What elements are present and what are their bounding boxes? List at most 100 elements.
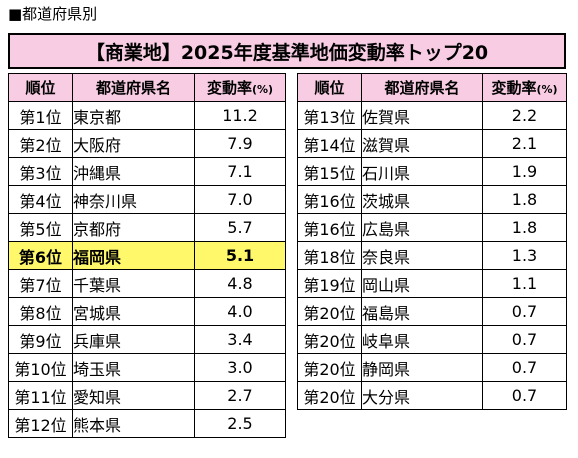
change-cell: 1.9	[482, 157, 567, 186]
rank-cell: 第11位	[8, 381, 73, 410]
table-row: 第19位 岡山県 1.1	[297, 269, 567, 298]
change-cell: 0.7	[482, 381, 567, 410]
header-change: 変動率(%)	[194, 73, 286, 102]
change-cell: 7.0	[194, 185, 286, 214]
rank-cell: 第20位	[297, 325, 362, 354]
change-cell: 1.1	[482, 269, 567, 298]
prefecture-cell: 埼玉県	[72, 353, 195, 382]
table-row: 第4位 神奈川県 7.0	[8, 185, 286, 214]
rank-cell: 第13位	[297, 101, 362, 130]
change-cell: 11.2	[194, 101, 286, 130]
prefecture-cell: 千葉県	[72, 269, 195, 298]
table-row: 第18位 奈良県 1.3	[297, 241, 567, 270]
change-cell: 1.3	[482, 241, 567, 270]
rank-cell: 第9位	[8, 325, 73, 354]
rank-cell: 第16位	[297, 213, 362, 242]
rank-cell: 第12位	[8, 409, 73, 438]
prefecture-cell: 滋賀県	[361, 129, 483, 158]
change-cell: 7.9	[194, 129, 286, 158]
header-rank: 順位	[297, 73, 362, 102]
table-row: 第20位 大分県 0.7	[297, 381, 567, 410]
rank-cell: 第14位	[297, 129, 362, 158]
prefecture-cell: 福島県	[361, 297, 483, 326]
change-cell: 5.7	[194, 213, 286, 242]
table-row: 第7位 千葉県 4.8	[8, 269, 286, 298]
prefecture-cell: 広島県	[361, 213, 483, 242]
header-change-label: 変動率	[491, 79, 537, 97]
rank-cell: 第18位	[297, 241, 362, 270]
table-row: 第13位 佐賀県 2.2	[297, 101, 567, 130]
prefecture-cell: 岡山県	[361, 269, 483, 298]
rank-cell: 第1位	[8, 101, 73, 130]
table-row: 第2位 大阪府 7.9	[8, 129, 286, 158]
rank-cell: 第20位	[297, 297, 362, 326]
table-row: 第11位 愛知県 2.7	[8, 381, 286, 410]
table-row: 第12位 熊本県 2.5	[8, 409, 286, 438]
table-row: 第6位 福岡県 5.1	[8, 241, 286, 270]
rank-cell: 第15位	[297, 157, 362, 186]
header-change-unit: (%)	[251, 83, 274, 96]
prefecture-cell: 大阪府	[72, 129, 195, 158]
rank-cell: 第20位	[297, 353, 362, 382]
change-cell: 7.1	[194, 157, 286, 186]
rank-cell: 第3位	[8, 157, 73, 186]
table-row: 第1位 東京都 11.2	[8, 101, 286, 130]
header-rank: 順位	[8, 73, 73, 102]
change-cell: 3.0	[194, 353, 286, 382]
prefecture-cell: 佐賀県	[361, 101, 483, 130]
header-row: 順位 都道府県名 変動率(%)	[297, 73, 567, 102]
prefecture-cell: 沖縄県	[72, 157, 195, 186]
rank-cell: 第8位	[8, 297, 73, 326]
prefecture-cell: 東京都	[72, 101, 195, 130]
rank-cell: 第6位	[8, 241, 73, 270]
change-cell: 0.7	[482, 353, 567, 382]
prefecture-cell: 福岡県	[72, 241, 195, 270]
prefecture-cell: 茨城県	[361, 185, 483, 214]
change-cell: 2.5	[194, 409, 286, 438]
change-cell: 4.0	[194, 297, 286, 326]
table-row: 第20位 福島県 0.7	[297, 297, 567, 326]
prefecture-cell: 兵庫県	[72, 325, 195, 354]
change-cell: 2.2	[482, 101, 567, 130]
table-row: 第14位 滋賀県 2.1	[297, 129, 567, 158]
table-row: 第20位 岐阜県 0.7	[297, 325, 567, 354]
ranking-table-left: 順位 都道府県名 変動率(%) 第1位 東京都 11.2 第2位 大阪府 7.9 第3位 沖縄…	[8, 73, 286, 438]
rank-cell: 第5位	[8, 213, 73, 242]
prefecture-cell: 岐阜県	[361, 325, 483, 354]
table-title: 【商業地】2025年度基準地価変動率トップ20	[8, 33, 566, 69]
header-change-unit: (%)	[536, 83, 558, 96]
prefecture-cell: 奈良県	[361, 241, 483, 270]
rank-cell: 第20位	[297, 381, 362, 410]
change-cell: 1.8	[482, 185, 567, 214]
prefecture-cell: 京都府	[72, 213, 195, 242]
table-row: 第3位 沖縄県 7.1	[8, 157, 286, 186]
change-cell: 2.1	[482, 129, 567, 158]
table-row: 第5位 京都府 5.7	[8, 213, 286, 242]
table-row: 第8位 宮城県 4.0	[8, 297, 286, 326]
rank-cell: 第10位	[8, 353, 73, 382]
ranking-table-right: 順位 都道府県名 変動率(%) 第13位 佐賀県 2.2 第14位 滋賀県 2.1 第15位…	[297, 73, 567, 410]
prefecture-cell: 神奈川県	[72, 185, 195, 214]
rank-cell: 第19位	[297, 269, 362, 298]
rank-cell: 第7位	[8, 269, 73, 298]
change-cell: 0.7	[482, 325, 567, 354]
table-row: 第10位 埼玉県 3.0	[8, 353, 286, 382]
prefecture-cell: 石川県	[361, 157, 483, 186]
header-prefecture: 都道府県名	[72, 73, 195, 102]
prefecture-cell: 熊本県	[72, 409, 195, 438]
table-row: 第9位 兵庫県 3.4	[8, 325, 286, 354]
header-row: 順位 都道府県名 変動率(%)	[8, 73, 286, 102]
header-change: 変動率(%)	[482, 73, 567, 102]
rank-cell: 第16位	[297, 185, 362, 214]
change-cell: 0.7	[482, 297, 567, 326]
change-cell: 1.8	[482, 213, 567, 242]
rank-cell: 第2位	[8, 129, 73, 158]
rank-cell: 第4位	[8, 185, 73, 214]
change-cell: 3.4	[194, 325, 286, 354]
header-change-label: 変動率	[206, 79, 252, 97]
prefecture-cell: 大分県	[361, 381, 483, 410]
table-row: 第16位 広島県 1.8	[297, 213, 567, 242]
table-row: 第15位 石川県 1.9	[297, 157, 567, 186]
table-row: 第20位 静岡県 0.7	[297, 353, 567, 382]
change-cell: 5.1	[194, 241, 286, 270]
